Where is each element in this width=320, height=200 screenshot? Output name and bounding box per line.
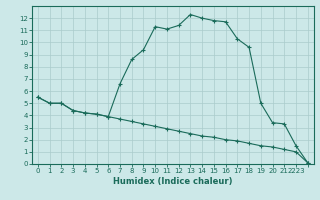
X-axis label: Humidex (Indice chaleur): Humidex (Indice chaleur) — [113, 177, 233, 186]
